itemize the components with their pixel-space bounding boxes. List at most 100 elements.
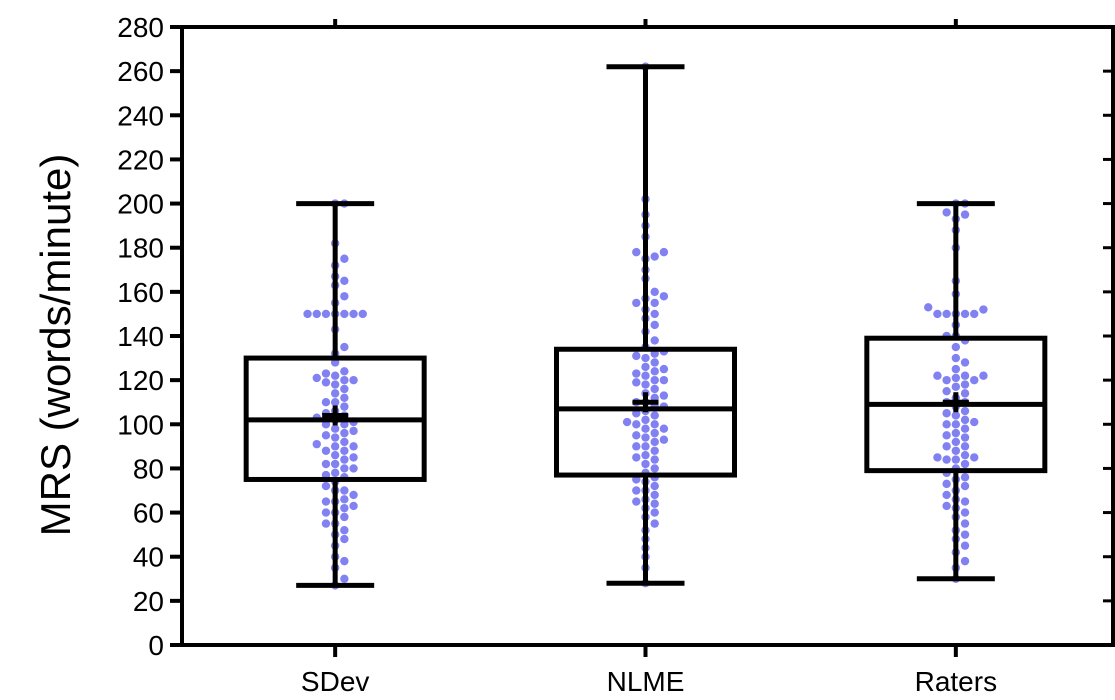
y-tick-label: 240 [117,100,164,131]
data-point [321,459,331,469]
data-point [340,512,349,522]
box-raters [864,201,1048,582]
data-point [659,247,669,257]
y-tick-label: 220 [117,144,164,175]
data-point [659,292,669,301]
data-point [970,453,979,462]
data-point [942,490,951,500]
data-point [650,508,659,517]
data-point [330,450,340,460]
data-point [650,358,659,367]
data-point [951,373,961,383]
data-point [330,459,340,469]
data-point [960,530,970,539]
data-point [960,424,970,433]
y-tick-label: 20 [133,586,164,617]
data-point [321,497,331,506]
data-point [349,453,358,462]
data-point [942,501,951,511]
data-point [340,556,349,566]
data-point [650,384,659,394]
box-series [243,64,1048,588]
data-point [659,424,669,433]
data-point [632,298,641,308]
x-tick-label: SDev [301,666,369,697]
data-point [659,435,669,444]
data-point [340,292,349,301]
data-point [951,437,961,447]
data-point [942,208,951,217]
data-point [340,428,349,438]
data-point [312,309,321,319]
data-point [340,534,349,544]
data-point [970,375,979,385]
data-point [951,411,961,420]
data-point [659,375,669,385]
data-point [650,309,659,319]
data-point [321,309,331,319]
data-point [632,247,641,257]
data-point [924,303,933,312]
data-point [942,420,951,429]
data-point [960,459,970,469]
data-point [650,519,659,528]
data-point [960,406,970,416]
data-point [330,389,340,398]
data-point [641,424,650,433]
data-point [321,431,331,440]
iqr-box [554,346,737,478]
x-tick-label: Raters [915,666,997,697]
data-point [951,342,961,352]
data-point [632,486,641,495]
data-point [960,481,970,491]
data-point [632,378,641,387]
data-point [979,305,988,314]
data-point [340,276,349,286]
data-point [960,473,970,482]
data-point [951,353,961,363]
data-point [641,362,650,372]
y-tick-label: 60 [133,498,164,529]
data-point [641,380,650,389]
y-tick-label: 100 [117,409,164,440]
data-point [632,442,641,451]
data-point [650,411,659,420]
data-point [340,446,349,455]
data-point [951,446,961,455]
data-point [951,364,961,374]
data-point [330,380,340,389]
data-point [960,508,970,517]
data-point [340,254,349,263]
data-point [340,503,349,513]
data-point [340,437,349,447]
data-point [632,431,641,440]
data-point [340,375,349,385]
data-point [321,519,331,528]
data-point [632,351,641,361]
data-point [960,389,970,398]
data-point [942,479,951,489]
data-point [349,309,358,319]
data-point [951,428,961,438]
box-sdev [243,201,427,588]
data-point [330,433,340,442]
data-point [349,426,358,436]
data-point [650,252,659,261]
data-point [942,386,951,396]
data-point [933,309,942,319]
y-tick-label: 200 [117,189,164,220]
data-point [622,417,632,427]
data-point [641,433,650,442]
data-point [960,210,970,219]
y-axis-title: MRS (words/minute) [32,154,79,537]
data-point [650,481,659,491]
data-point [632,420,641,429]
data-point [321,369,331,378]
data-point [942,442,951,451]
data-point [340,464,349,473]
data-point [960,541,970,550]
data-point [960,497,970,506]
y-tick-label: 180 [117,233,164,264]
data-point [632,497,641,506]
